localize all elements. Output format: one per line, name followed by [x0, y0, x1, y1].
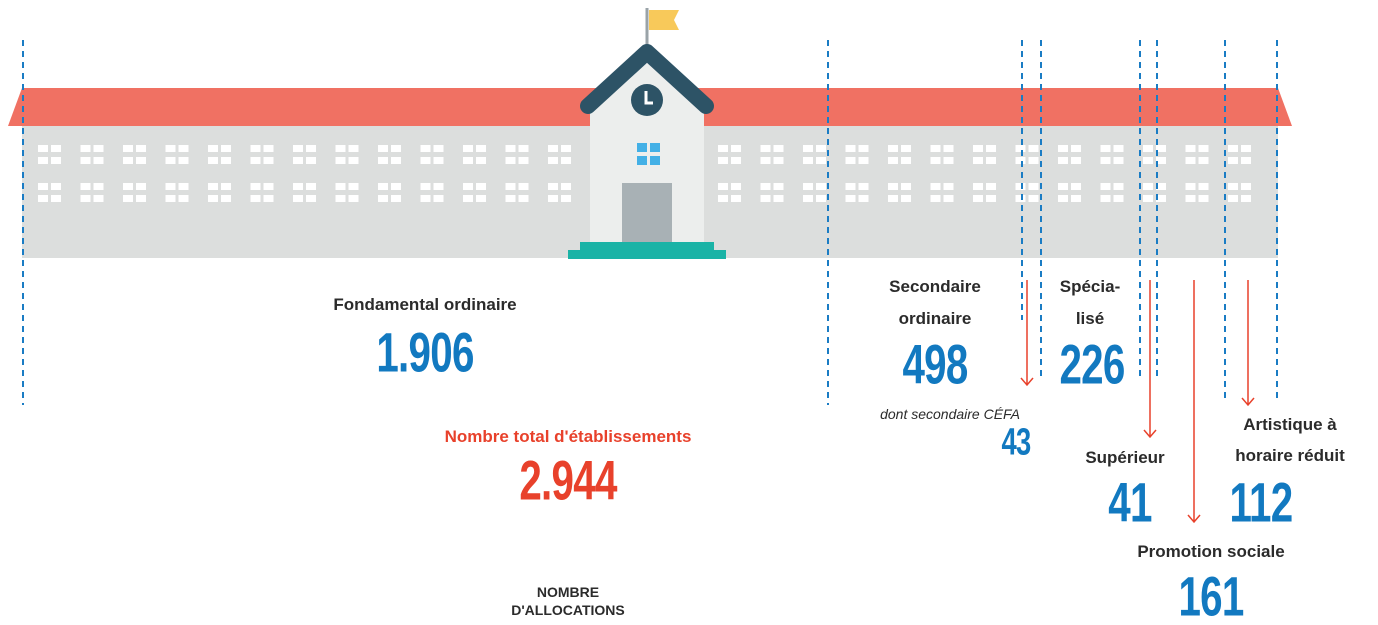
flag	[649, 10, 679, 30]
windows-right	[718, 145, 1263, 215]
label: ordinaire	[899, 303, 972, 335]
label: lisé	[1076, 303, 1104, 335]
label: Artistique à	[1243, 409, 1337, 441]
value: 1.906	[376, 320, 473, 385]
sub-label: dont secondaire CÉFA	[880, 398, 1020, 430]
label: Spécia-	[1060, 271, 1120, 303]
label: Secondaire	[889, 271, 981, 303]
illustration	[0, 0, 1378, 625]
label: Fondamental ordinaire	[333, 289, 516, 321]
total-value: 2.944	[519, 448, 616, 513]
footer: NOMBRE	[537, 583, 599, 601]
footer: D'ALLOCATIONS	[511, 601, 625, 619]
value: 112	[1230, 470, 1293, 535]
value: 498	[902, 332, 967, 397]
value: 161	[1178, 564, 1243, 625]
infographic: Fondamental ordinaire 1.906 Secondaire o…	[0, 0, 1378, 625]
door	[622, 183, 672, 243]
sub-value: 43	[1001, 422, 1030, 465]
windows-left	[38, 145, 578, 215]
value: 41	[1108, 470, 1151, 535]
step	[580, 242, 714, 251]
label: horaire réduit	[1235, 440, 1345, 472]
step	[568, 250, 726, 259]
value: 226	[1059, 332, 1124, 397]
